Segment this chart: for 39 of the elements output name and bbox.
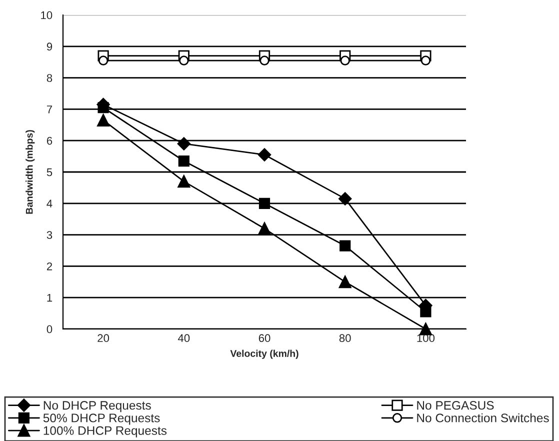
point: [258, 198, 270, 209]
point: [97, 114, 110, 126]
y-tick-label: 5: [46, 168, 52, 176]
y-tick-label: 9: [46, 42, 52, 51]
point: [98, 56, 108, 66]
point: [258, 148, 272, 162]
x-axis-title: Velocity (km/h): [230, 350, 298, 359]
legend-label: 50% DHCP Requests: [43, 414, 160, 425]
point: [179, 56, 189, 66]
y-tick-label: 3: [46, 231, 52, 239]
x-tick-label: 40: [178, 334, 190, 342]
point: [420, 56, 431, 66]
point: [178, 155, 190, 167]
point: [420, 306, 432, 318]
y-tick-label: 10: [41, 11, 52, 20]
point: [340, 56, 350, 66]
legend-label: 100% DHCP Requests: [44, 426, 167, 438]
point: [258, 222, 271, 235]
y-tick-label: 0: [46, 325, 52, 334]
legend-label: No Connection Switches: [417, 413, 549, 422]
point: [260, 56, 270, 66]
legend-label: No PEGASUS: [417, 401, 494, 410]
x-tick-label: 80: [339, 334, 351, 342]
point: [338, 276, 352, 288]
legend-label: No DHCP Requests: [44, 401, 151, 412]
y-tick-label: 4: [46, 200, 52, 208]
y-tick-label: 6: [46, 136, 52, 145]
y-tick-label: 8: [46, 74, 52, 82]
y-tick-label: 1: [47, 294, 52, 302]
y-axis-title: Bandwidth (mbps): [26, 130, 35, 214]
point: [98, 102, 109, 114]
point: [178, 175, 190, 188]
x-tick-label: 20: [98, 334, 110, 342]
x-tick-label: 60: [258, 334, 270, 342]
point: [340, 240, 351, 252]
y-tick-label: 7: [46, 106, 52, 114]
y-tick-label: 2: [46, 262, 52, 270]
point: [177, 137, 190, 150]
point: [338, 192, 352, 206]
